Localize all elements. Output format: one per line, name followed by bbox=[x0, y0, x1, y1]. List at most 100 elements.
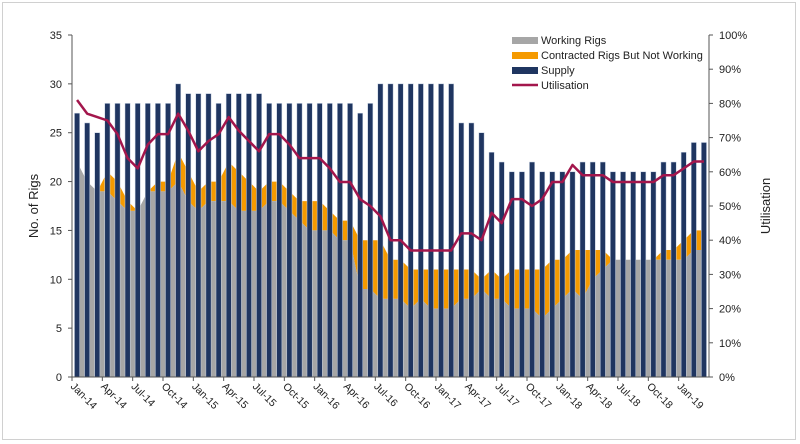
legend-label-working: Working Rigs bbox=[541, 35, 607, 47]
y-tick-label: 25 bbox=[50, 128, 62, 140]
supply-bar-Feb-14 bbox=[84, 122, 91, 378]
x-tick-label: Jan-15 bbox=[189, 381, 220, 412]
y-tick-label: 30 bbox=[50, 79, 62, 91]
x-tick-label: Apr-16 bbox=[341, 381, 372, 412]
supply-bar-Jul-15 bbox=[256, 93, 262, 378]
x-tick-label: Jan-16 bbox=[311, 381, 342, 412]
y2-tick-label: 0% bbox=[719, 372, 735, 384]
x-tick-label: Jul-14 bbox=[129, 381, 158, 410]
supply-bar-Oct-18 bbox=[650, 171, 657, 378]
supply-bar-Apr-17 bbox=[468, 122, 475, 378]
x-tick-label: Oct-15 bbox=[280, 381, 311, 412]
y2-tick-label: 90% bbox=[719, 64, 741, 76]
supply-bar-Nov-16 bbox=[417, 83, 424, 378]
supply-bar-May-14 bbox=[114, 103, 121, 378]
y-tick-label: 5 bbox=[56, 323, 62, 335]
legend-label-contracted: Contracted Rigs But Not Working bbox=[541, 50, 703, 62]
supply-bar-Mar-14 bbox=[94, 132, 101, 378]
supply-bar-Feb-15 bbox=[205, 93, 212, 378]
y2-tick-label: 40% bbox=[719, 235, 741, 247]
supply-bar-Apr-14 bbox=[104, 103, 111, 378]
x-tick-label: Apr-15 bbox=[220, 381, 251, 412]
legend-swatch-working bbox=[512, 37, 538, 44]
legend-label-utilisation: Utilisation bbox=[541, 80, 589, 92]
x-tick-label: Jul-17 bbox=[493, 381, 522, 410]
supply-bar-Mar-16 bbox=[337, 103, 343, 378]
supply-bar-Sep-17 bbox=[519, 171, 525, 378]
supply-bar-Aug-18 bbox=[630, 171, 637, 378]
supply-bar-Jan-15 bbox=[195, 93, 202, 378]
supply-bar-Feb-16 bbox=[326, 103, 333, 378]
y2-tick-label: 60% bbox=[719, 167, 741, 179]
supply-bar-Sep-16 bbox=[397, 83, 404, 378]
supply-bar-Oct-17 bbox=[529, 161, 535, 378]
utilisation-line-layer bbox=[76, 99, 705, 252]
supply-bar-Nov-14 bbox=[175, 83, 182, 378]
supply-bar-Jun-16 bbox=[367, 103, 374, 378]
x-tick-label: Oct-16 bbox=[402, 381, 433, 412]
supply-bar-Jun-15 bbox=[246, 93, 252, 378]
supply-bar-Jan-19 bbox=[680, 152, 687, 378]
supply-bar-Sep-18 bbox=[640, 171, 647, 378]
supply-bar-Sep-14 bbox=[155, 103, 161, 378]
supply-bar-Jun-17 bbox=[488, 152, 495, 378]
x-tick-label: Oct-17 bbox=[523, 381, 554, 412]
working-rigs-area bbox=[77, 162, 704, 377]
supply-bar-May-15 bbox=[235, 93, 242, 378]
x-tick-label: Jan-14 bbox=[68, 381, 99, 412]
supply-bar-Sep-15 bbox=[276, 103, 283, 378]
supply-bar-Aug-16 bbox=[387, 83, 394, 378]
supply-bar-Jun-14 bbox=[124, 103, 131, 378]
supply-bar-Nov-18 bbox=[660, 161, 667, 378]
supply-bar-Dec-17 bbox=[549, 171, 556, 378]
supply-bar-Jul-16 bbox=[377, 83, 384, 378]
x-tick-label: Jul-15 bbox=[250, 381, 279, 410]
y-tick-label: 20 bbox=[50, 177, 62, 189]
legend-label-supply: Supply bbox=[541, 65, 575, 77]
y2-tick-label: 30% bbox=[719, 269, 741, 281]
supply-bar-Dec-16 bbox=[428, 83, 434, 378]
y-axis-title: No. of Rigs bbox=[26, 173, 41, 238]
y2-axis-title: Utilisation bbox=[758, 178, 773, 234]
x-tick-label: Apr-17 bbox=[462, 381, 493, 412]
supply-bar-Jan-17 bbox=[438, 83, 444, 378]
supply-bar-Jan-18 bbox=[559, 171, 566, 378]
y2-tick-label: 70% bbox=[719, 133, 741, 145]
y2-tick-label: 10% bbox=[719, 338, 741, 350]
supply-bar-Jan-16 bbox=[316, 103, 323, 378]
supply-bar-Feb-17 bbox=[448, 83, 455, 378]
supply-bar-Apr-18 bbox=[589, 161, 596, 378]
supply-bar-Dec-18 bbox=[670, 161, 677, 378]
y2-tick-label: 20% bbox=[719, 304, 741, 316]
supply-bar-May-18 bbox=[599, 161, 606, 378]
supply-bar-Nov-17 bbox=[539, 171, 546, 378]
supply-bar-May-17 bbox=[478, 132, 485, 378]
supply-bar-Mar-18 bbox=[579, 161, 586, 378]
area-layer bbox=[77, 152, 704, 377]
supply-bar-Jun-18 bbox=[610, 171, 616, 378]
legend-swatch-supply bbox=[512, 67, 538, 74]
supply-bar-Feb-18 bbox=[569, 171, 576, 378]
x-tick-label: Oct-18 bbox=[644, 381, 675, 412]
supply-bar-Jan-14 bbox=[74, 112, 80, 378]
supply-bar-Mar-17 bbox=[458, 122, 465, 378]
x-tick-label: Oct-14 bbox=[159, 381, 190, 412]
supply-bar-Oct-14 bbox=[165, 103, 171, 378]
x-tick-label: Apr-14 bbox=[98, 381, 129, 412]
legend: Working Rigs Contracted Rigs But Not Wor… bbox=[512, 35, 703, 92]
y-tick-label: 35 bbox=[50, 30, 62, 42]
supply-bar-Apr-15 bbox=[225, 93, 232, 378]
legend-swatch-contracted bbox=[512, 52, 538, 59]
supply-bar-Dec-15 bbox=[306, 103, 313, 378]
supply-bar-May-16 bbox=[357, 112, 364, 378]
x-tick-label: Jul-18 bbox=[614, 381, 643, 410]
supply-bar-Nov-15 bbox=[296, 103, 303, 378]
supply-bars bbox=[74, 83, 707, 378]
supply-bar-Mar-19 bbox=[701, 142, 707, 378]
contracted-not-working-area bbox=[77, 152, 704, 319]
y-tick-label: 10 bbox=[50, 274, 62, 286]
supply-bar-Jul-17 bbox=[498, 161, 505, 378]
supply-bar-Apr-16 bbox=[347, 103, 353, 378]
supply-bar-Mar-15 bbox=[215, 103, 222, 378]
